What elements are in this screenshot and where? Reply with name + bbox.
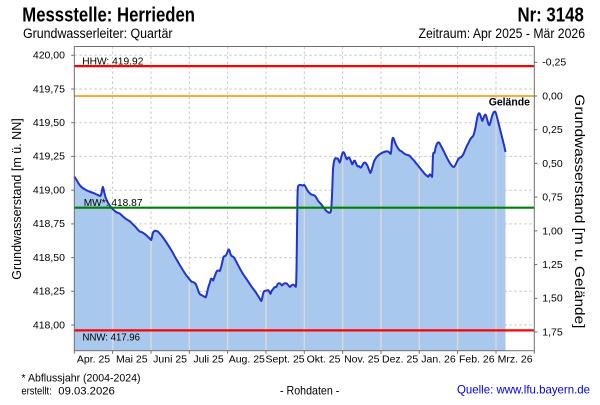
svg-text:Quelle: www.lfu.bayern.de: Quelle: www.lfu.bayern.de [457, 382, 590, 396]
svg-text:- Rohdaten -: - Rohdaten - [280, 384, 339, 398]
svg-text:Gelände: Gelände [489, 96, 530, 108]
svg-text:Dez. 25: Dez. 25 [382, 354, 418, 366]
svg-text:09.03.2026: 09.03.2026 [58, 385, 115, 397]
svg-text:Okt. 25: Okt. 25 [307, 354, 341, 366]
svg-text:419,50: 419,50 [33, 117, 65, 129]
svg-text:Zeitraum: Apr 2025 - Mär 2026: Zeitraum: Apr 2025 - Mär 2026 [419, 26, 586, 41]
svg-text:418,50: 418,50 [33, 252, 65, 264]
svg-text:1,75: 1,75 [542, 326, 563, 338]
svg-text:NNW: 417.96: NNW: 417.96 [83, 332, 141, 344]
svg-text:MW*: 418.87: MW*: 418.87 [84, 197, 143, 209]
svg-text:Messstelle: Herrieden: Messstelle: Herrieden [22, 5, 195, 27]
svg-text:Sept. 25: Sept. 25 [266, 354, 305, 366]
svg-text:Mai 25: Mai 25 [116, 354, 148, 366]
svg-text:1,00: 1,00 [542, 225, 563, 237]
svg-text:Apr. 25: Apr. 25 [77, 354, 110, 366]
svg-text:0,00: 0,00 [542, 90, 563, 102]
svg-text:Grundwasserstand [m ü. NN]: Grundwasserstand [m ü. NN] [9, 118, 24, 280]
svg-text:Mrz. 26: Mrz. 26 [498, 354, 533, 366]
svg-text:Jan. 26: Jan. 26 [421, 354, 456, 366]
svg-text:Nr: 3148: Nr: 3148 [518, 5, 584, 27]
svg-text:0,50: 0,50 [542, 158, 563, 170]
svg-text:418,75: 418,75 [33, 218, 65, 230]
svg-text:Grundwasserleiter: Quartär: Grundwasserleiter: Quartär [23, 26, 173, 41]
svg-text:420,00: 420,00 [33, 50, 65, 62]
svg-text:0,75: 0,75 [542, 192, 563, 204]
svg-text:* Abflussjahr (2004-2024): * Abflussjahr (2004-2024) [22, 372, 141, 384]
svg-text:Grundwasserstand [m u. Gelände: Grundwasserstand [m u. Gelände] [572, 94, 587, 328]
svg-text:1,50: 1,50 [542, 293, 563, 305]
svg-text:-0,25: -0,25 [542, 57, 566, 69]
svg-text:419,75: 419,75 [33, 83, 65, 95]
svg-text:Nov. 25: Nov. 25 [344, 354, 380, 366]
svg-text:419,25: 419,25 [33, 151, 65, 163]
svg-text:418,00: 418,00 [33, 319, 65, 331]
svg-text:Juli 25: Juli 25 [193, 354, 224, 366]
svg-text:1,25: 1,25 [542, 259, 563, 271]
svg-text:418,25: 418,25 [33, 286, 65, 298]
svg-text:erstellt:: erstellt: [21, 385, 51, 397]
svg-text:419,00: 419,00 [33, 185, 65, 197]
svg-text:0,25: 0,25 [542, 124, 563, 136]
svg-text:Juni 25: Juni 25 [153, 354, 187, 366]
svg-text:Feb. 26: Feb. 26 [459, 354, 495, 366]
svg-text:HHW: 419.92: HHW: 419.92 [82, 56, 143, 68]
svg-text:Aug. 25: Aug. 25 [229, 354, 265, 366]
